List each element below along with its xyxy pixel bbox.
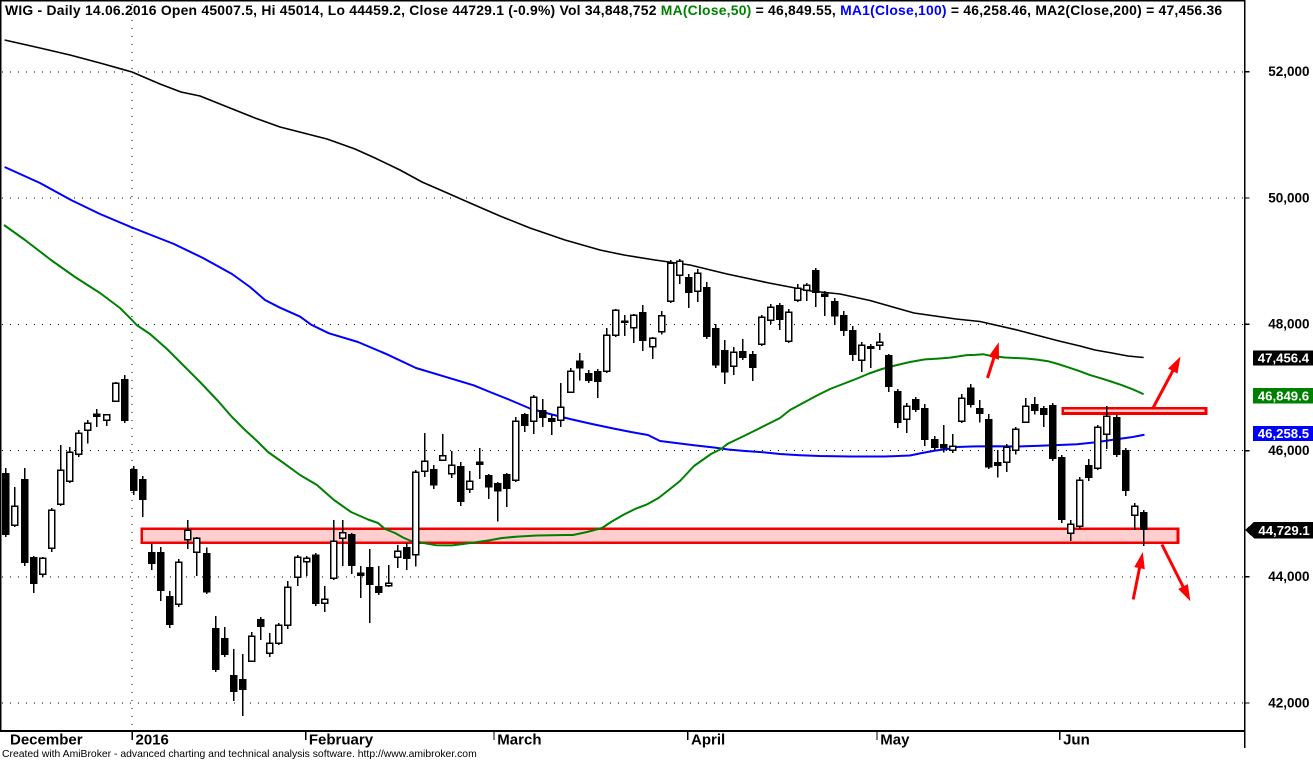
svg-text:December: December bbox=[10, 732, 83, 749]
svg-text:March: March bbox=[497, 732, 541, 749]
svg-text:44,729.1: 44,729.1 bbox=[1258, 523, 1309, 538]
svg-text:50,000: 50,000 bbox=[1268, 190, 1309, 205]
svg-text:April: April bbox=[691, 732, 725, 749]
svg-text:February: February bbox=[309, 732, 374, 749]
svg-text:Jun: Jun bbox=[1063, 732, 1090, 749]
svg-text:Created with AmiBroker - advan: Created with AmiBroker - advanced charti… bbox=[2, 749, 477, 760]
svg-text:48,000: 48,000 bbox=[1268, 317, 1309, 332]
svg-text:46,000: 46,000 bbox=[1268, 443, 1309, 458]
svg-text:47,456.4: 47,456.4 bbox=[1258, 350, 1310, 365]
svg-text:46,849.6: 46,849.6 bbox=[1258, 388, 1309, 403]
svg-text:2016: 2016 bbox=[136, 732, 169, 749]
svg-text:42,000: 42,000 bbox=[1268, 695, 1309, 710]
svg-text:52,000: 52,000 bbox=[1268, 64, 1309, 79]
svg-text:May: May bbox=[880, 732, 910, 749]
svg-text:46,258.5: 46,258.5 bbox=[1258, 426, 1309, 441]
svg-text:44,000: 44,000 bbox=[1268, 569, 1309, 584]
svg-text:WIG - Daily 14.06.2016 Open 45: WIG - Daily 14.06.2016 Open 45007.5, Hi … bbox=[5, 2, 1222, 18]
